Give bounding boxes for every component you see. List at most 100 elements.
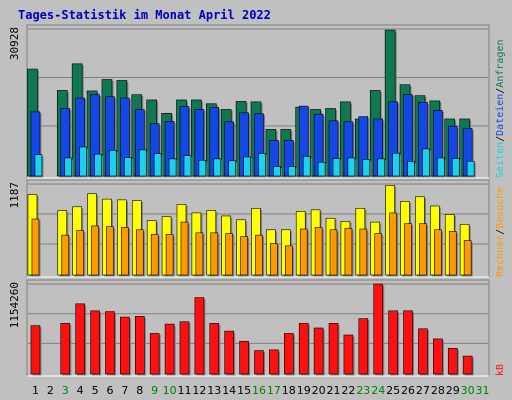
bar-seiten-day-28 <box>437 157 445 177</box>
bar-kb-day-12 <box>194 297 205 375</box>
legend-dateien: Dateien <box>495 94 506 136</box>
bar-seiten-day-18 <box>288 166 296 177</box>
x-tick-label-day-8: 8 <box>136 384 143 397</box>
x-tick-label-day-18: 18 <box>282 384 296 397</box>
bar-kb-day-16 <box>254 350 264 375</box>
legend-anfragen: Anfragen <box>495 39 506 87</box>
bar-rechner-day-24 <box>374 233 383 276</box>
bar-rechner-day-27 <box>419 223 427 276</box>
bar-kb-day-4 <box>75 303 85 375</box>
bar-kb-day-7 <box>120 316 130 375</box>
bar-seiten-day-1 <box>34 154 43 177</box>
bar-kb-day-26 <box>403 310 413 375</box>
bar-seiten-day-27 <box>422 148 430 177</box>
legend-seiten: Seiten <box>495 142 506 178</box>
bar-kb-day-11 <box>179 321 190 375</box>
panel-legend: Seiten/Dateien/Anfragen <box>495 39 506 178</box>
bar-kb-day-27 <box>418 328 428 375</box>
bar-kb-day-30 <box>462 355 473 375</box>
x-tick-label-day-6: 6 <box>106 384 113 397</box>
bar-rechner-day-17 <box>270 243 278 276</box>
bar-kb-day-17 <box>269 349 279 375</box>
bar-seiten-day-13 <box>213 158 222 177</box>
x-tick-label-day-13: 13 <box>207 384 221 397</box>
bar-kb-day-13 <box>209 323 220 375</box>
x-tick-label-day-30: 30 <box>461 384 475 397</box>
bar-kb-day-5 <box>90 310 100 375</box>
bar-seiten-day-23 <box>362 159 371 177</box>
bar-seiten-day-6 <box>109 150 117 177</box>
bar-seiten-day-29 <box>451 158 460 177</box>
bar-kb-day-14 <box>224 330 234 375</box>
bar-rechner-day-1 <box>31 218 40 276</box>
bar-seiten-day-12 <box>198 160 207 177</box>
bar-seiten-day-26 <box>407 161 415 177</box>
bar-rechner-day-5 <box>91 225 99 276</box>
x-tick-label-day-17: 17 <box>267 384 281 397</box>
bar-kb-day-20 <box>313 327 324 375</box>
legend-separator: / <box>495 88 506 94</box>
x-tick-label-day-21: 21 <box>327 384 341 397</box>
bar-seiten-day-20 <box>317 161 326 177</box>
bar-rechner-day-11 <box>180 221 189 276</box>
x-tick-label-day-15: 15 <box>237 384 251 397</box>
bar-seiten-day-7 <box>124 157 132 177</box>
panel-max-label: 1154260 <box>8 282 21 328</box>
legend-besuche: Besuche <box>495 187 506 229</box>
bar-rechner-day-28 <box>434 229 442 276</box>
bar-seiten-day-8 <box>138 149 147 177</box>
bar-rechner-day-29 <box>448 231 457 276</box>
bar-seiten-day-10 <box>168 158 177 177</box>
x-tick-label-day-1: 1 <box>32 384 39 397</box>
bar-rechner-day-22 <box>344 227 353 276</box>
x-tick-label-day-29: 29 <box>446 384 460 397</box>
bar-kb-day-10 <box>164 323 175 375</box>
bar-seiten-day-15 <box>243 156 251 177</box>
bar-kb-day-24 <box>373 283 384 375</box>
bar-rechner-day-15 <box>240 236 248 276</box>
bar-kb-day-23 <box>358 318 369 375</box>
bar-seiten-day-19 <box>302 156 311 177</box>
bar-kb-day-25 <box>388 310 398 375</box>
x-tick-label-day-25: 25 <box>386 384 400 397</box>
x-tick-label-day-11: 11 <box>177 384 191 397</box>
x-tick-label-day-3: 3 <box>62 384 69 397</box>
panel-max-label: 30928 <box>8 27 21 60</box>
x-tick-label-day-5: 5 <box>92 384 99 397</box>
bar-rechner-day-25 <box>389 212 397 276</box>
bar-kb-day-3 <box>60 323 71 375</box>
x-tick-label-day-20: 20 <box>312 384 326 397</box>
bar-seiten-day-14 <box>228 160 236 177</box>
bar-kb-day-15 <box>239 340 249 375</box>
bar-rechner-day-18 <box>285 245 293 276</box>
bar-seiten-day-16 <box>258 153 266 177</box>
bar-rechner-day-30 <box>463 240 472 276</box>
bar-rechner-day-6 <box>106 226 114 276</box>
bar-seiten-day-21 <box>332 158 341 177</box>
x-tick-label-day-22: 22 <box>341 384 355 397</box>
bar-rechner-day-10 <box>165 234 174 276</box>
panel-legend: Rechner/Besuche <box>495 187 506 277</box>
x-tick-label-day-12: 12 <box>192 384 206 397</box>
bar-seiten-day-9 <box>153 153 162 177</box>
legend-separator: / <box>495 229 506 235</box>
bar-kb-day-29 <box>447 347 458 375</box>
x-tick-label-day-7: 7 <box>121 384 128 397</box>
bar-kb-day-22 <box>343 334 354 375</box>
bar-kb-day-6 <box>105 311 115 375</box>
bar-seiten-day-22 <box>347 157 356 177</box>
bar-kb-day-21 <box>328 323 339 375</box>
bar-seiten-day-30 <box>466 160 475 177</box>
x-tick-label-day-9: 9 <box>151 384 158 397</box>
chart-title: Tages-Statistik im Monat April 2022 <box>18 8 271 22</box>
x-tick-label-day-26: 26 <box>401 384 415 397</box>
x-tick-label-day-4: 4 <box>77 384 84 397</box>
bar-kb-day-9 <box>149 333 160 375</box>
panel-2: 1187 Rechner/Besuche <box>8 179 506 278</box>
x-tick-label-day-16: 16 <box>252 384 266 397</box>
bar-rechner-day-26 <box>404 223 412 276</box>
legend-rechner: Rechner <box>495 235 506 277</box>
x-tick-label-day-31: 31 <box>476 384 490 397</box>
x-tick-label-day-28: 28 <box>431 384 445 397</box>
